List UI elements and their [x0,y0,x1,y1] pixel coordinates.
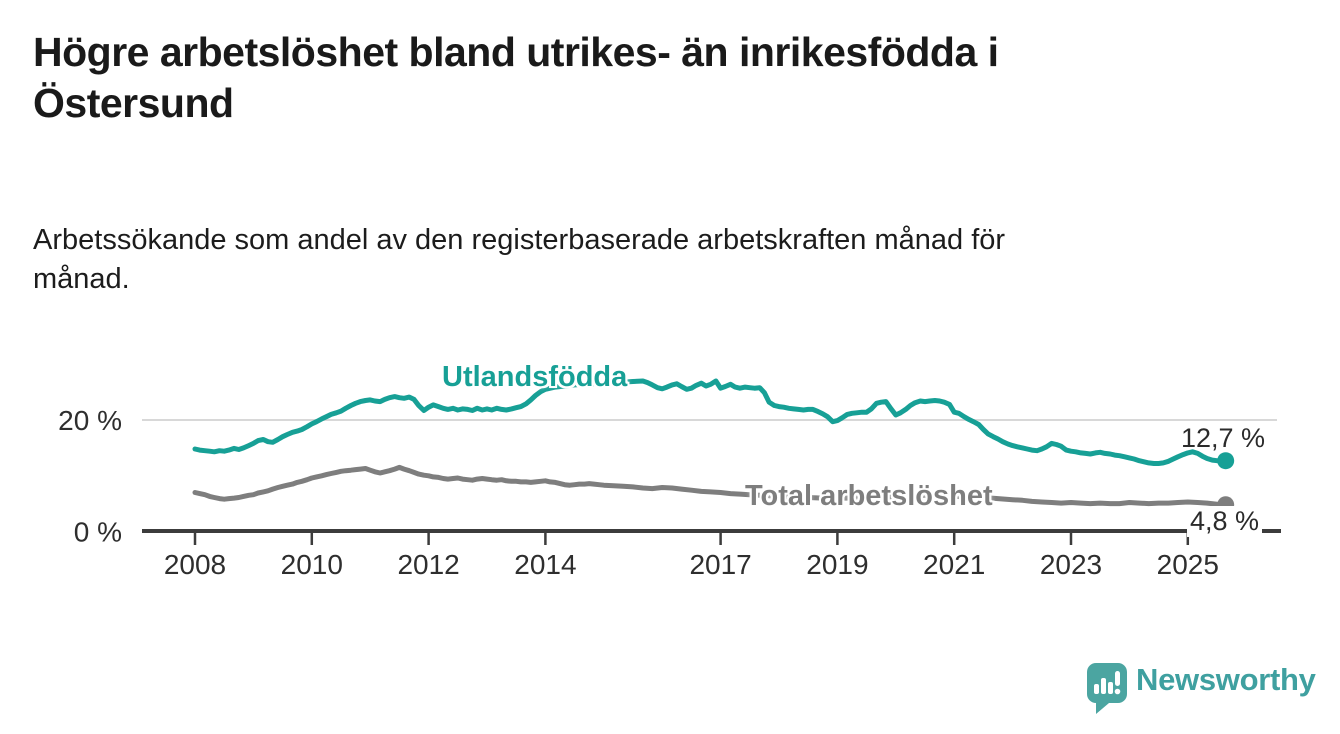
y-tick-label-0: 0 % [74,517,122,548]
end-value-label-utlandsfodda: 12,7 % [1180,423,1265,453]
page-title: Högre arbetslöshet bland utrikes- än inr… [33,27,1253,129]
chart-subtitle: Arbetssökande som andel av den registerb… [33,221,1253,299]
line-utlandsf-dda [192,378,1225,466]
x-tick-label-2019: 2019 [806,549,868,580]
title-line-2: Östersund [33,80,234,126]
newsworthy-logo-text: Newsworthy [1136,662,1316,697]
x-tick-label-2025: 2025 [1157,549,1219,580]
end-value-label-total: 4,8 % [1186,506,1262,537]
x-tick-label-2021: 2021 [923,549,985,580]
newsworthy-logo: Newsworthy [1086,661,1336,716]
x-tick-label-2008: 2008 [164,549,226,580]
series-label-total-arbetsloshet: Total arbetslöshet [745,480,993,512]
subtitle-line-1: Arbetssökande som andel av den registerb… [33,224,1006,256]
title-line-1: Högre arbetslöshet bland utrikes- än inr… [33,29,999,75]
y-tick-label-20: 20 % [58,405,122,436]
newsworthy-speech-bubble-icon [1087,663,1127,714]
subtitle-line-2: månad. [33,263,130,295]
x-tick-label-2010: 2010 [281,549,343,580]
x-tick-label-2014: 2014 [514,549,576,580]
x-tick-label-2017: 2017 [689,549,751,580]
series-label-utlandsfodda: Utlandsfödda [442,361,628,393]
x-tick-label-2023: 2023 [1040,549,1102,580]
x-tick-label-2012: 2012 [397,549,459,580]
line-total-arbetsl-shet [192,464,1225,508]
end-dot-utlandsf-dda [1217,452,1235,470]
